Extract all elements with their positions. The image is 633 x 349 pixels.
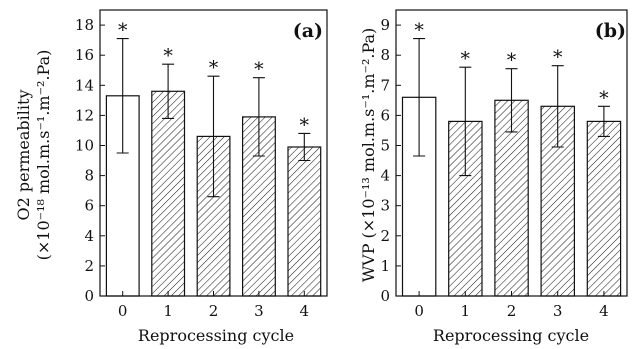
panel-b-bar-4 bbox=[586, 120, 622, 297]
panel-a-y-tick-label-2: 2 bbox=[84, 257, 94, 275]
panel-a-error-bar-1 bbox=[162, 63, 175, 119]
panel-a-bar-3 bbox=[242, 116, 276, 297]
panel-b-y-tick-label-9: 9 bbox=[380, 16, 390, 34]
panel-b-error-bar-4 bbox=[597, 105, 610, 137]
panel-b-star-0: * bbox=[414, 20, 424, 42]
panel-b-y-tick-label-7: 7 bbox=[380, 76, 390, 94]
panel-b-label: (b) bbox=[595, 20, 626, 42]
panel-b-y-axis-title: WVP (×10⁻¹³ mol.m.s⁻¹.m⁻².Pa) bbox=[359, 28, 378, 283]
panel-b-y-ticks: 0 1 2 3 4 5 6 7 8 9 bbox=[380, 16, 401, 305]
panel-a-star-0: * bbox=[118, 20, 128, 42]
panel-a-label: (a) bbox=[293, 20, 323, 42]
panel-b-error-bars bbox=[413, 38, 610, 177]
panel-b-y-tick-label-0: 0 bbox=[380, 287, 390, 305]
panel-a-error-bar-2 bbox=[207, 75, 220, 198]
panel-b-error-bar-1 bbox=[459, 66, 472, 177]
panel-a-bar-4 bbox=[287, 146, 322, 297]
panel-a-y-tick-label-18: 18 bbox=[75, 16, 94, 34]
panel-a-x-tick-label-1: 1 bbox=[163, 302, 173, 320]
panel-a-star-1: * bbox=[163, 45, 173, 67]
panel-a-significance-marks: * * * * * bbox=[118, 20, 310, 137]
panel-a-error-bar-3 bbox=[252, 77, 265, 157]
panel-b-significance-marks: * * * * * bbox=[414, 20, 609, 110]
panel-a-y-tick-label-8: 8 bbox=[84, 167, 94, 185]
panel-a-error-bar-0 bbox=[116, 38, 129, 154]
panel-b-y-tick-label-5: 5 bbox=[380, 137, 390, 155]
panel-b-y-tick-label-1: 1 bbox=[380, 257, 390, 275]
panel-b-star-2: * bbox=[507, 50, 517, 72]
panel-b-x-tick-label-4: 4 bbox=[599, 302, 609, 320]
panel-a-x-tick-label-2: 2 bbox=[209, 302, 219, 320]
panel-a-y-axis-title-line2: (×10⁻¹⁸ mol.m.s⁻¹.m⁻².Pa) bbox=[34, 50, 53, 261]
panel-b-x-ticks: 0 1 2 3 4 bbox=[414, 291, 609, 320]
panel-b-y-tick-label-2: 2 bbox=[380, 227, 390, 245]
panel-b-x-tick-label-2: 2 bbox=[507, 302, 517, 320]
panel-b-x-tick-label-3: 3 bbox=[553, 302, 563, 320]
panel-b-y-tick-label-4: 4 bbox=[380, 167, 390, 185]
panel-a-y-tick-label-16: 16 bbox=[75, 46, 94, 64]
panel-b-star-3: * bbox=[553, 47, 563, 69]
panel-a-error-bar-4 bbox=[298, 132, 311, 162]
panel-b-y-tick-label-3: 3 bbox=[380, 197, 390, 215]
panel-b-error-bar-0 bbox=[413, 38, 426, 157]
panel-a-x-tick-label-4: 4 bbox=[300, 302, 310, 320]
panel-b-x-tick-label-1: 1 bbox=[461, 302, 471, 320]
panel-b-error-bar-2 bbox=[505, 68, 518, 133]
panel-b-error-bar-3 bbox=[551, 65, 564, 148]
panel-b-star-1: * bbox=[461, 48, 471, 70]
panel-a-star-4: * bbox=[300, 114, 310, 136]
panel-a-y-axis-title-line1: O2 permeability bbox=[14, 90, 33, 221]
panel-a-bar-1 bbox=[151, 90, 186, 297]
panel-a-star-2: * bbox=[209, 57, 219, 79]
panel-a-y-tick-label-4: 4 bbox=[84, 227, 94, 245]
panel-a-error-bars bbox=[116, 38, 311, 198]
panel-a-y-tick-label-14: 14 bbox=[75, 76, 94, 94]
panel-b-star-4: * bbox=[599, 87, 609, 109]
panel-a-y-ticks: 0 2 4 6 8 10 12 14 16 18 bbox=[75, 16, 105, 305]
panel-a-x-ticks: 0 1 2 3 4 bbox=[118, 291, 309, 320]
panel-b-y-tick-label-8: 8 bbox=[380, 46, 390, 64]
panel-a-x-axis-title: Reprocessing cycle bbox=[138, 326, 294, 345]
panel-b-y-tick-label-6: 6 bbox=[380, 106, 390, 124]
panel-a-y-tick-label-12: 12 bbox=[75, 106, 94, 124]
panel-b: * * * * * 0 1 2 3 4 5 6 7 8 9 0 1 2 3 4 (b) Reprocessing … bbox=[359, 9, 628, 345]
panel-a-y-tick-label-0: 0 bbox=[84, 287, 94, 305]
panel-a-y-tick-label-10: 10 bbox=[75, 137, 94, 155]
panel-a-star-3: * bbox=[254, 59, 264, 81]
panel-b-x-axis-title: Reprocessing cycle bbox=[433, 326, 589, 345]
panel-a-x-tick-label-0: 0 bbox=[118, 302, 128, 320]
panel-b-x-tick-label-0: 0 bbox=[414, 302, 424, 320]
panel-a-x-tick-label-3: 3 bbox=[254, 302, 264, 320]
panel-a-y-tick-label-6: 6 bbox=[84, 197, 94, 215]
panel-b-bar-2 bbox=[494, 99, 529, 297]
